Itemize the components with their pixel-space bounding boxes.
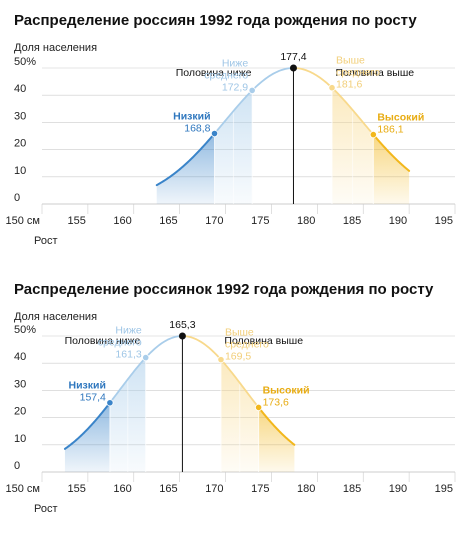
chart2-y-tick-4: 40: [14, 351, 26, 363]
chart1-x-tick-7: 185: [343, 215, 361, 227]
chart1-marker-name-1-line2: среднего: [204, 69, 248, 81]
chart2-x-tick-2: 160: [113, 483, 131, 495]
chart1-y-tick-4: 40: [14, 83, 26, 95]
chart1-marker-value-2: 181,6: [336, 79, 362, 91]
chart1-marker-name-3: Высокий: [377, 112, 424, 124]
chart1-title: Распределение россиян 1992 года рождения…: [14, 12, 417, 29]
chart2-marker-dot-1: [142, 354, 150, 362]
chart1-y-tick-3: 30: [14, 110, 26, 122]
chart2-marker-value-2: 169,5: [225, 351, 251, 363]
chart1-marker-value-0: 168,8: [184, 123, 210, 135]
chart2-marker-name-2-line1: Выше: [225, 327, 254, 339]
chart2-marker-dot-3: [254, 403, 263, 412]
chart1-marker-name-0: Низкий: [173, 111, 210, 123]
chart2-x-tick-9: 195: [435, 483, 453, 495]
chart1-area-high: [373, 134, 410, 204]
chart1-x-tick-0: 150 см: [6, 215, 40, 227]
chart1-marker-value-1: 172,9: [222, 81, 248, 93]
chart2-x-tick-0: 150 см: [6, 483, 40, 495]
chart1-median-dot: [289, 64, 297, 72]
chart1-y-tick-2: 20: [14, 138, 26, 150]
chart2-area-high: [258, 407, 295, 472]
chart1-marker-name-2-line1: Выше: [336, 55, 365, 67]
chart2-marker-value-1: 161,3: [115, 349, 141, 361]
chart2-y-tick-3: 30: [14, 378, 26, 390]
chart2-y-tick-0: 0: [14, 460, 20, 472]
chart1-x-tick-8: 190: [389, 215, 407, 227]
chart1-x-tick-5: 175: [251, 215, 269, 227]
chart2-x-tick-4: 170: [205, 483, 223, 495]
chart1-x-tick-2: 160: [113, 215, 131, 227]
chart2-marker-dot-0: [106, 399, 114, 407]
chart2-x-tick-7: 185: [343, 483, 361, 495]
chart2-curve-high: [257, 406, 296, 446]
chart1-x-tick-3: 165: [159, 215, 177, 227]
chart2-x-tick-5: 175: [251, 483, 269, 495]
chart2-marker-name-0: Низкий: [68, 380, 105, 392]
chart2-median-dot: [178, 332, 186, 340]
chart2-marker-value-3: 173,6: [263, 396, 289, 408]
chart1-marker-name-1-line1: Ниже: [222, 57, 248, 69]
chart2-x-tick-6: 180: [297, 483, 315, 495]
chart2-curve-low: [63, 401, 111, 450]
chart1-curve-low: [155, 132, 216, 187]
chart1-x-tick-6: 180: [297, 215, 315, 227]
chart2-marker-value-0: 157,4: [80, 392, 106, 404]
chart1-marker-dot-2: [328, 84, 336, 92]
chart2-title: Распределение россиянок 1992 года рожден…: [14, 281, 434, 298]
chart1-y-tick-0: 0: [14, 192, 20, 204]
chart2-median-label: 165,3: [169, 319, 195, 331]
chart1-x-tick-4: 170: [205, 215, 223, 227]
chart1-marker-dot-1: [248, 86, 256, 95]
chart1-half-below-label: Половина ниже: [176, 67, 252, 79]
chart1-median-label: 177,4: [280, 51, 306, 63]
chart2-area-low: [64, 402, 110, 472]
chart1-x-axis-label: Рост: [34, 235, 58, 247]
chart2-marker-name-3: Высокий: [263, 384, 310, 396]
chart2-y-tick-1: 10: [14, 433, 26, 445]
chart2-x-tick-1: 155: [68, 483, 86, 495]
chart2-marker-dot-2: [217, 356, 225, 364]
chart2-y-tick-2: 20: [14, 406, 26, 418]
chart1-marker-dot-0: [210, 129, 219, 138]
chart2-x-tick-8: 190: [389, 483, 407, 495]
chart2-y-tick-5: 50%: [14, 324, 36, 336]
chart1-y-tick-5: 50%: [14, 56, 36, 68]
chart1-y-tick-1: 10: [14, 165, 26, 177]
chart1-marker-name-2-line2: среднего: [336, 67, 380, 79]
chart1-x-tick-1: 155: [68, 215, 86, 227]
chart1-y-axis-label: Доля населения: [14, 42, 97, 54]
chart2-x-tick-3: 165: [159, 483, 177, 495]
chart1-curve-high: [372, 133, 411, 172]
chart1-marker-dot-3: [369, 131, 377, 139]
chart1-half-above-label: Половина выше: [335, 67, 414, 79]
chart2-half-above-label: Половина выше: [224, 335, 303, 347]
chart2-half-below-label: Половина ниже: [65, 335, 141, 347]
chart2-marker-name-1-line2: среднего: [98, 337, 142, 349]
chart2-marker-name-1-line1: Ниже: [115, 325, 141, 337]
chart2-y-axis-label: Доля населения: [14, 311, 97, 323]
chart2-marker-name-2-line2: среднего: [225, 339, 269, 351]
chart1-x-tick-9: 195: [435, 215, 453, 227]
chart1-marker-value-3: 186,1: [377, 124, 403, 136]
chart2-x-axis-label: Рост: [34, 503, 58, 515]
